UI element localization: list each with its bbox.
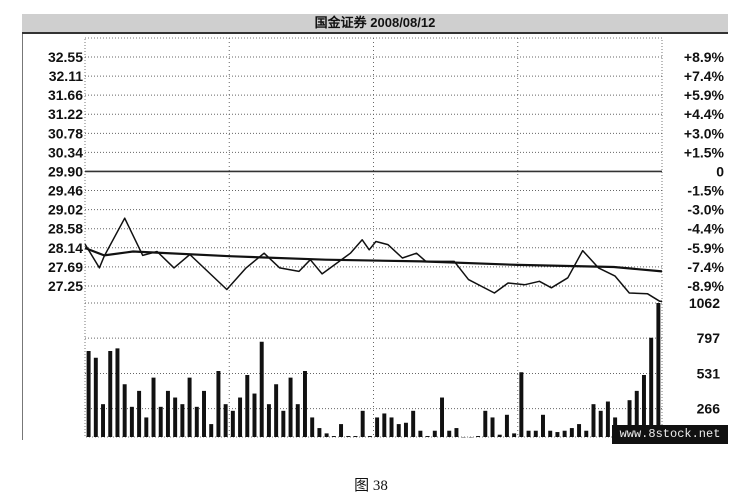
price-line	[84, 217, 662, 302]
percent-tick-label: -3.0%	[687, 202, 724, 218]
percent-tick-label: +4.4%	[684, 106, 725, 122]
volume-tick-label: 1062	[689, 295, 720, 311]
price-tick-label: 27.25	[48, 278, 83, 294]
price-tick-label: 29.02	[48, 202, 83, 218]
price-tick-label: 30.78	[48, 125, 83, 141]
percent-tick-label: +5.9%	[684, 87, 725, 103]
percent-tick-label: +1.5%	[684, 144, 725, 160]
watermark: www.8stock.net	[612, 425, 728, 444]
percent-tick-label: +3.0%	[684, 125, 725, 141]
price-tick-label: 31.22	[48, 106, 83, 122]
price-tick-label: 27.69	[48, 259, 83, 275]
percent-tick-label: -7.4%	[687, 259, 724, 275]
percent-tick-label: +8.9%	[684, 49, 725, 65]
figure-caption: 图 38	[354, 478, 388, 494]
percent-tick-label: +7.4%	[684, 68, 725, 84]
price-tick-label: 28.58	[48, 221, 83, 237]
average-price-line	[84, 246, 663, 273]
volume-tick-label: 266	[697, 401, 721, 417]
price-tick-label: 32.55	[48, 49, 83, 65]
price-tick-label: 31.66	[48, 87, 83, 103]
volume-tick-label: 797	[697, 330, 721, 346]
percent-tick-label: -4.4%	[687, 221, 724, 237]
price-tick-label: 29.46	[48, 183, 83, 199]
price-tick-label: 28.14	[48, 240, 83, 256]
price-tick-label: 30.34	[48, 144, 83, 160]
chart-frame	[22, 14, 729, 440]
chart-title: 国金证券 2008/08/12	[22, 14, 728, 34]
percent-tick-label: -5.9%	[687, 240, 724, 256]
percent-tick-label: -8.9%	[687, 278, 724, 294]
volume-tick-label: 531	[697, 366, 721, 382]
price-tick-label: 29.90	[48, 163, 83, 179]
plot-border	[84, 37, 663, 438]
price-tick-label: 32.11	[49, 68, 83, 84]
percent-tick-label: -1.5%	[687, 183, 724, 199]
percent-tick-label: 0	[716, 163, 724, 179]
